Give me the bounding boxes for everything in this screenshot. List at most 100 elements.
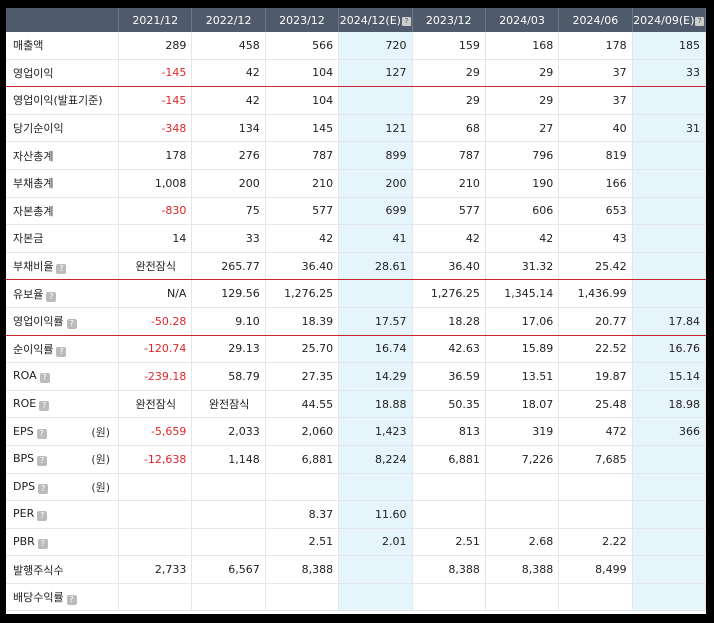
value-cell: -12,638 [118,445,193,474]
table-row: EPS? (원) -5,659 2,033 2,060 1,423 813 319 472 366 [6,417,707,446]
help-icon[interactable]: ? [66,595,77,606]
value-cell: -348 [118,114,193,143]
value-cell [338,473,413,502]
value-cell [632,528,707,557]
value-cell [632,252,707,281]
value-cell: 2,060 [265,417,340,446]
value-cell: 178 [558,32,633,60]
value-cell: 566 [265,32,340,60]
table-row: 영업이익(발표기준) -145 42 104 29 29 37 [6,86,707,115]
value-cell: 6,881 [412,445,486,474]
value-cell: 8,499 [558,555,633,584]
value-cell: 129.56 [191,279,266,308]
help-icon[interactable]: ? [38,483,49,494]
value-cell [485,473,560,502]
value-cell: 121 [338,114,413,143]
row-label: PER [13,507,35,521]
value-cell [191,500,266,529]
row-label-cell: ROE? [6,390,120,419]
help-icon[interactable]: ? [46,291,57,302]
value-cell: 완전잠식 [118,252,193,281]
value-cell: 2,033 [191,417,266,446]
value-cell [485,583,560,612]
value-cell [632,224,707,253]
help-icon[interactable]: ? [37,538,48,549]
value-cell: 17.84 [632,307,707,336]
table-row: 부채비율? 완전잠식 265.77 36.40 28.61 36.40 31.32 25.42 [6,252,707,281]
row-label-cell: 배당수익률? [6,583,120,612]
help-icon[interactable]: ? [36,428,47,439]
row-label: 유보율 [13,287,44,301]
row-label-cell: 당기순이익 [6,114,120,143]
help-icon[interactable]: ? [695,16,705,26]
value-cell: 15.14 [632,362,707,391]
value-cell [632,445,707,474]
value-cell: 1,345.14 [485,279,560,308]
value-cell: 31.32 [485,252,560,281]
value-cell [632,279,707,308]
help-icon[interactable]: ? [56,346,67,357]
help-icon[interactable]: ? [39,401,50,412]
row-label: 발행주식수 [13,563,64,577]
row-label-cell: EPS? (원) [6,417,120,446]
row-label: ROE [13,397,37,411]
value-cell: 14 [118,224,193,253]
value-cell: 145 [265,114,340,143]
value-cell: 8,388 [412,555,486,584]
column-header-label: 2024/12(E) [339,13,401,27]
value-cell [632,473,707,502]
value-cell: 완전잠식 [191,390,266,419]
column-header-label: 2024/09(E) [633,13,695,27]
value-cell [191,528,266,557]
value-cell: 37 [558,59,633,88]
value-cell: 899 [338,141,413,170]
row-label-cell: 영업이익(발표기준) [6,86,120,115]
value-cell: 68 [412,114,486,143]
value-cell: 210 [412,169,486,198]
value-cell: 36.59 [412,362,486,391]
row-label: 배당수익률 [13,591,64,605]
value-cell: 25.48 [558,390,633,419]
value-cell [191,583,266,612]
value-cell: 1,276.25 [265,279,340,308]
help-icon[interactable]: ? [66,319,77,330]
value-cell: 29 [412,59,486,88]
help-icon[interactable]: ? [56,264,67,275]
column-header: 2024/06 [558,8,633,32]
value-cell [632,86,707,115]
table-row: 자본금 14 33 42 41 42 42 43 [6,224,707,253]
value-cell: 787 [265,141,340,170]
value-cell: 2.51 [412,528,486,557]
value-cell: 1,276.25 [412,279,486,308]
row-label-cell: DPS? (원) [6,473,120,502]
value-cell: 37 [558,86,633,115]
row-label-cell: 발행주식수 [6,555,120,584]
row-label: 영업이익(발표기준) [13,94,103,108]
table-row: ROE? 완전잠식 완전잠식 44.55 18.88 50.35 18.07 25.48 18.… [6,390,707,419]
value-cell: 50.35 [412,390,486,419]
value-cell: 458 [191,32,266,60]
row-label: 매출액 [13,39,44,53]
value-cell: 7,685 [558,445,633,474]
value-cell: 29 [485,86,560,115]
column-header: 2024/12(E)? [338,8,413,32]
table-row: 발행주식수 2,733 6,567 8,388 8,388 8,388 8,499 [6,555,707,584]
help-icon[interactable]: ? [37,511,48,522]
value-cell: 16.74 [338,335,413,364]
help-icon[interactable]: ? [401,16,411,26]
help-icon[interactable]: ? [37,456,48,467]
value-cell: -120.74 [118,335,193,364]
table-row: DPS? (원) [6,473,707,502]
row-label: 자본금 [13,232,44,246]
row-label: PBR [13,534,35,548]
column-header-label: 2023/12 [425,13,472,27]
table-row: 당기순이익 -348 134 145 121 68 27 40 31 [6,114,707,143]
value-cell: 58.79 [191,362,266,391]
value-cell: 13.51 [485,362,560,391]
help-icon[interactable]: ? [39,373,50,384]
value-cell: 43 [558,224,633,253]
value-cell [485,500,560,529]
value-cell: 14.29 [338,362,413,391]
value-cell: 127 [338,59,413,88]
value-cell: 787 [412,141,486,170]
